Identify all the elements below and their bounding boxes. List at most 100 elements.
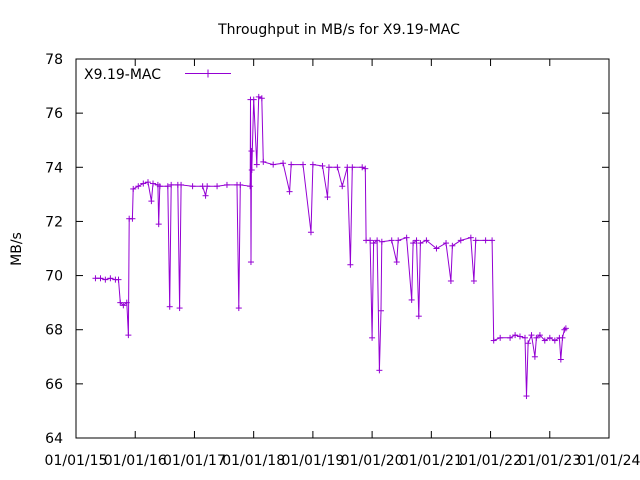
data-point — [467, 234, 474, 241]
data-point — [123, 299, 130, 306]
data-point — [443, 240, 450, 247]
data-point — [120, 302, 127, 309]
data-point — [347, 261, 354, 268]
data-point — [523, 393, 530, 400]
data-point — [144, 179, 151, 186]
data-point — [150, 180, 157, 187]
data-point — [260, 158, 267, 165]
data-point — [482, 237, 489, 244]
data-point — [413, 237, 420, 244]
data-point — [97, 275, 104, 282]
data-point — [250, 96, 257, 103]
data-point — [288, 161, 295, 168]
data-point — [489, 237, 496, 244]
data-point — [415, 313, 422, 320]
data-point — [156, 183, 163, 190]
data-point — [140, 180, 147, 187]
data-point — [449, 242, 456, 249]
data-point — [359, 164, 366, 171]
data-point — [408, 296, 415, 303]
data-point — [280, 160, 287, 167]
data-point — [362, 165, 369, 172]
x-tick-label: 01/01/17 — [163, 453, 226, 469]
y-tick-label: 70 — [45, 269, 63, 285]
x-axis-ticks: 01/01/1501/01/1601/01/1701/01/1801/01/19… — [45, 59, 640, 469]
data-point — [178, 181, 185, 188]
data-point — [388, 237, 395, 244]
data-point — [255, 93, 262, 100]
data-point — [403, 234, 410, 241]
data-point — [237, 181, 244, 188]
data-point — [551, 337, 558, 344]
data-point — [378, 307, 385, 314]
x-tick-label: 01/01/16 — [104, 453, 167, 469]
data-point — [125, 332, 132, 339]
data-point — [286, 188, 293, 195]
data-point — [507, 334, 514, 341]
data-point — [562, 325, 569, 332]
x-tick-label: 01/01/19 — [281, 453, 344, 469]
data-point — [378, 238, 385, 245]
data-point — [300, 161, 307, 168]
data-point — [525, 340, 532, 347]
data-point — [339, 183, 346, 190]
x-tick-label: 01/01/21 — [400, 453, 463, 469]
y-axis-ticks: 64 66 68 70 72 74 76 78 — [45, 52, 609, 447]
data-point — [561, 326, 568, 333]
data-point — [115, 276, 122, 283]
data-point — [531, 353, 538, 360]
y-tick-label: 76 — [45, 106, 63, 122]
data-point — [248, 166, 255, 173]
data-point — [344, 164, 351, 171]
data-point — [447, 277, 454, 284]
data-point — [369, 334, 376, 341]
data-point — [307, 229, 314, 236]
data-point — [325, 164, 332, 171]
data-point — [516, 333, 523, 340]
y-tick-label: 64 — [45, 431, 63, 447]
data-point — [334, 164, 341, 171]
data-point — [148, 198, 155, 205]
legend-label: X9.19-MAC — [84, 67, 161, 83]
data-point — [324, 194, 331, 201]
data-point — [309, 161, 316, 168]
data-point — [202, 192, 209, 199]
data-point — [223, 181, 230, 188]
data-point — [204, 183, 211, 190]
data-point — [247, 259, 254, 266]
legend: X9.19-MAC — [84, 67, 231, 83]
x-tick-label: 01/01/24 — [578, 453, 640, 469]
data-point — [541, 337, 548, 344]
data-point — [189, 183, 196, 190]
x-tick-label: 01/01/23 — [518, 453, 581, 469]
data-point — [559, 334, 566, 341]
chart-title: Throughput in MB/s for X9.19-MAC — [217, 22, 460, 38]
data-point — [433, 245, 440, 252]
x-tick-label: 01/01/20 — [341, 453, 404, 469]
series-line — [95, 96, 567, 397]
data-point — [528, 332, 535, 339]
data-point — [546, 334, 553, 341]
data-point — [214, 183, 221, 190]
data-point — [349, 164, 356, 171]
data-point — [497, 334, 504, 341]
data-point — [168, 181, 175, 188]
data-point — [395, 237, 402, 244]
data-point — [512, 332, 519, 339]
data-point — [319, 162, 326, 169]
data-point — [472, 237, 479, 244]
data-point — [417, 240, 424, 247]
x-tick-label: 01/01/22 — [459, 453, 522, 469]
data-point — [393, 259, 400, 266]
data-point — [253, 161, 260, 168]
data-point — [367, 237, 374, 244]
data-point — [536, 332, 543, 339]
data-point — [457, 237, 464, 244]
data-point — [130, 185, 137, 192]
data-point — [374, 237, 381, 244]
data-point — [166, 303, 173, 310]
data-point — [248, 148, 255, 155]
data-point — [490, 337, 497, 344]
data-point — [557, 356, 564, 363]
